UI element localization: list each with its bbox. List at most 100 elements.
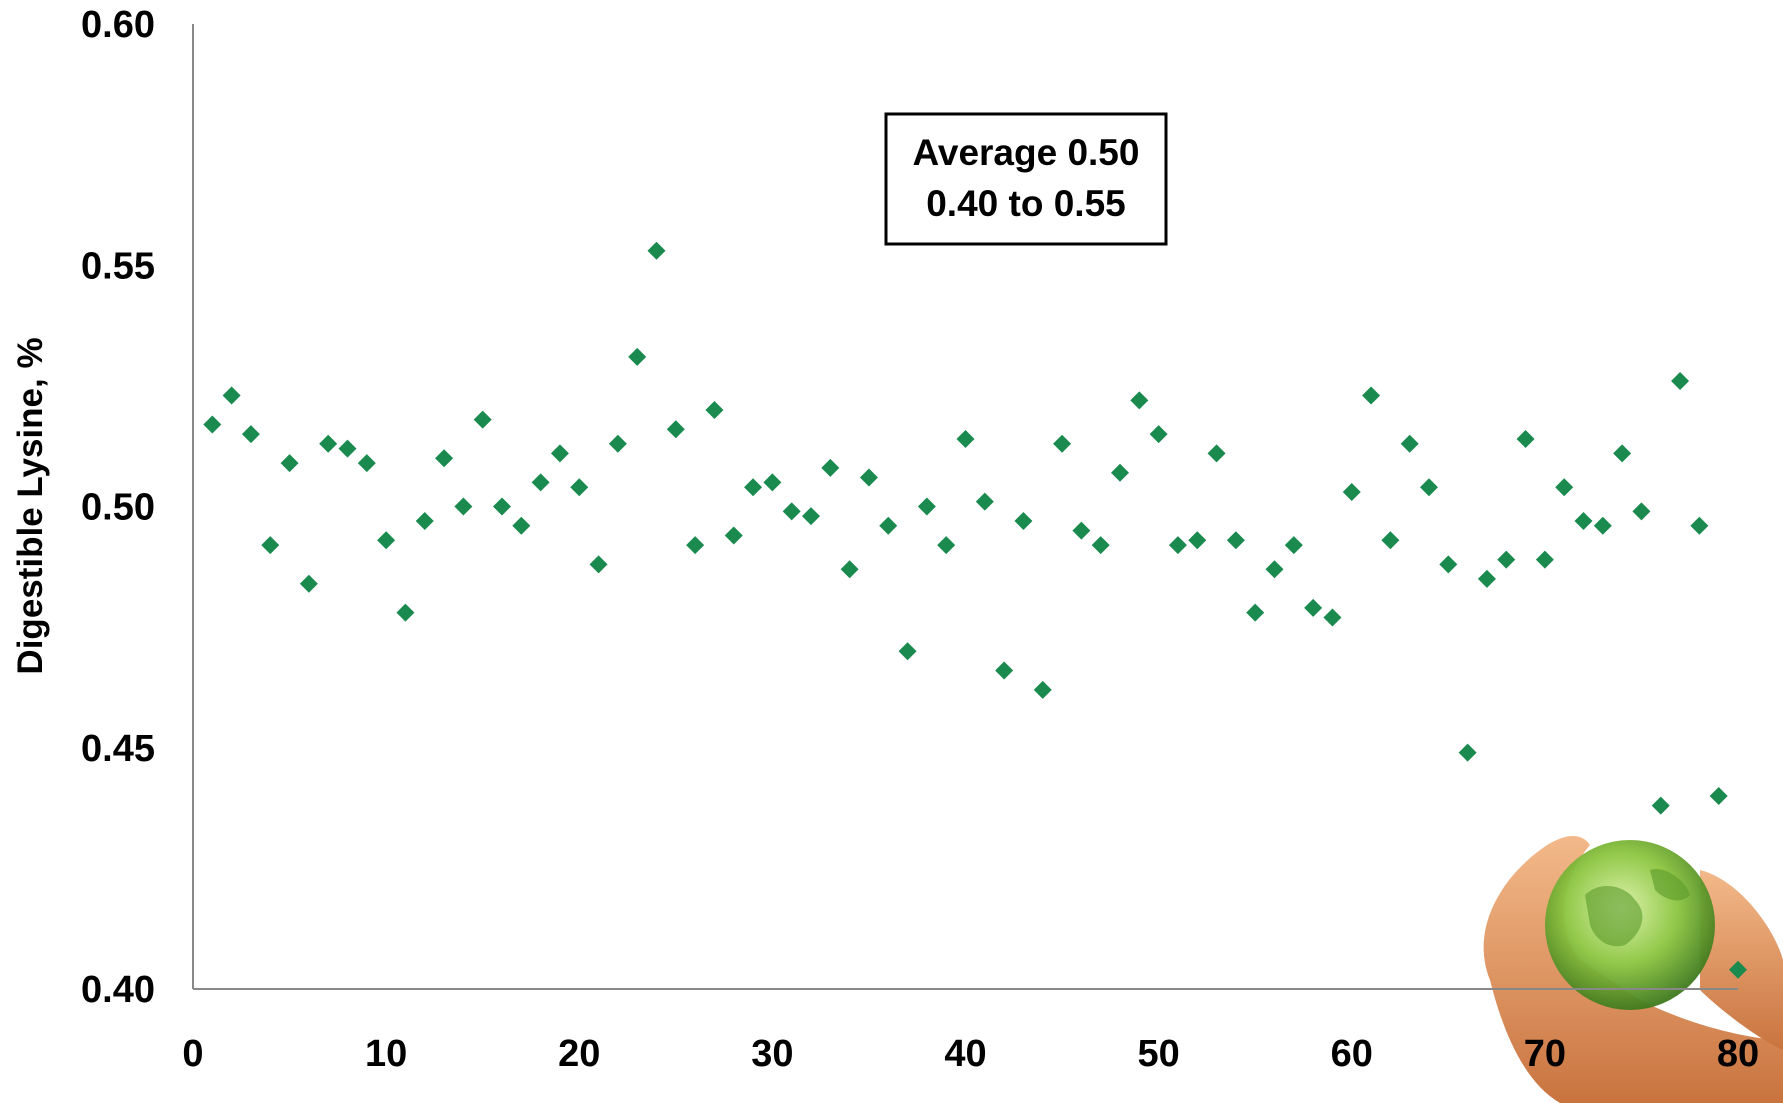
data-point [744, 478, 763, 497]
x-tick-label: 80 [1717, 1033, 1759, 1075]
data-point [1381, 531, 1400, 550]
data-point [956, 429, 975, 448]
x-tick-label: 0 [182, 1033, 203, 1075]
x-tick-label: 70 [1524, 1033, 1566, 1075]
data-point [1342, 483, 1361, 502]
data-point [1053, 434, 1072, 453]
annotation-line-1: Average 0.50 [913, 132, 1140, 173]
data-point [1632, 502, 1651, 521]
data-point [338, 439, 357, 458]
data-point [1651, 796, 1670, 815]
x-tick-label: 30 [751, 1033, 793, 1075]
data-point [1671, 372, 1690, 391]
data-point [1400, 434, 1419, 453]
data-point [299, 574, 318, 593]
data-point [435, 449, 454, 468]
globe-hands-icon [1483, 835, 1783, 1103]
y-axis-label: Digestible Lysine, % [11, 337, 50, 674]
data-point [937, 536, 956, 555]
data-point [1246, 603, 1265, 622]
data-point [840, 560, 859, 579]
data-point [859, 468, 878, 487]
annotation-line-2: 0.40 to 0.55 [926, 183, 1126, 224]
data-point [1304, 598, 1323, 617]
data-point [995, 661, 1014, 680]
annotation-box: Average 0.50 0.40 to 0.55 [884, 112, 1168, 246]
data-point [628, 347, 647, 366]
data-point [1420, 478, 1438, 497]
data-point [666, 420, 685, 439]
data-point [686, 536, 705, 555]
x-tick-label: 50 [1137, 1033, 1179, 1075]
data-point [802, 507, 820, 526]
y-tick-label: 0.55 [81, 245, 155, 287]
x-tick-label: 20 [558, 1033, 600, 1075]
data-point [1265, 560, 1284, 579]
data-point [705, 401, 724, 419]
data-point [1516, 429, 1535, 448]
data-point [1555, 478, 1574, 497]
data-point [512, 516, 531, 535]
y-tick-label: 0.45 [81, 728, 155, 770]
y-tick-label: 0.50 [81, 487, 155, 529]
data-point [493, 497, 511, 516]
data-point [1226, 531, 1245, 550]
data-point [1439, 555, 1458, 574]
data-point [821, 458, 840, 477]
data-point [1091, 536, 1110, 555]
data-point [1477, 569, 1496, 588]
data-point [1497, 550, 1516, 569]
data-point [917, 497, 936, 516]
data-point [1690, 516, 1709, 535]
data-point [1535, 550, 1554, 569]
y-tick-label: 0.40 [81, 969, 155, 1011]
data-point [415, 511, 434, 530]
data-point [898, 642, 917, 661]
data-point [1709, 787, 1728, 805]
x-tick-label: 40 [944, 1033, 986, 1075]
data-point [280, 454, 299, 473]
x-tick-label: 10 [365, 1033, 407, 1075]
data-point [531, 473, 550, 492]
data-point [357, 454, 376, 473]
data-point [763, 473, 782, 492]
y-tick-labels: 0.40 0.45 0.50 0.55 0.60 [81, 4, 155, 1011]
y-tick-label: 0.60 [81, 4, 155, 46]
data-point [550, 444, 569, 463]
data-point [1188, 531, 1207, 550]
data-point [1323, 608, 1342, 627]
data-point [1458, 743, 1477, 762]
data-point [647, 241, 666, 260]
data-point [589, 555, 608, 574]
data-point [454, 497, 473, 516]
data-point [222, 386, 241, 405]
data-points [203, 241, 1747, 979]
data-point [261, 536, 280, 555]
data-point [782, 502, 801, 521]
data-point [1014, 511, 1033, 530]
data-point [1130, 391, 1149, 410]
data-point [319, 434, 338, 453]
data-point [1072, 521, 1091, 540]
data-point [1284, 536, 1303, 555]
data-point [473, 410, 492, 429]
data-point [1613, 444, 1632, 463]
data-point [1362, 386, 1381, 405]
axes [192, 24, 1738, 990]
data-point [396, 603, 415, 622]
data-point [1168, 536, 1187, 555]
x-tick-labels: 0 10 20 30 40 50 60 70 80 [182, 1033, 1759, 1075]
data-point [1111, 463, 1129, 482]
data-point [608, 434, 627, 453]
x-tick-label: 60 [1331, 1033, 1373, 1075]
data-point [377, 531, 396, 550]
data-point [241, 425, 260, 444]
data-point [724, 526, 743, 545]
data-point [570, 478, 589, 497]
data-point [1149, 425, 1168, 444]
data-point [1033, 680, 1052, 699]
data-point [975, 492, 994, 511]
data-point [1593, 516, 1612, 535]
data-point [879, 516, 898, 535]
